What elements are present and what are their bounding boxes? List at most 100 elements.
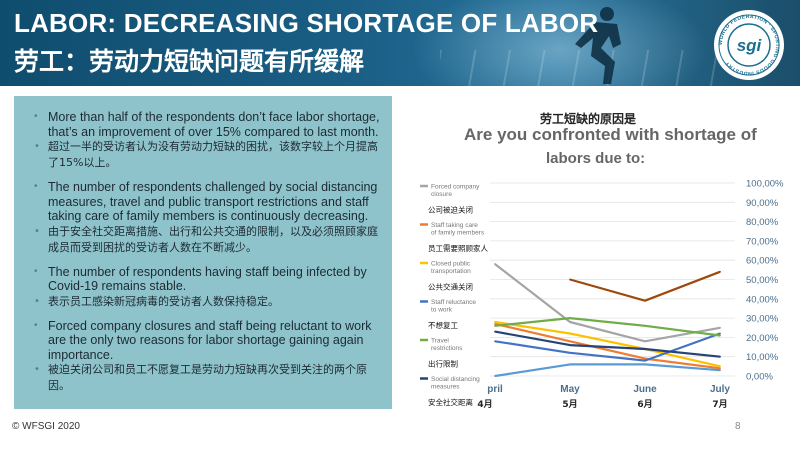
data-point xyxy=(644,348,646,350)
x-tick-label-cn: 7月 xyxy=(712,399,727,410)
x-tick-label-cn: 6月 xyxy=(637,399,652,410)
data-point xyxy=(569,317,571,319)
series-line-4 xyxy=(494,317,721,337)
page-number: 8 xyxy=(735,421,741,432)
sprinter-silhouette-icon xyxy=(575,7,621,84)
series-line-5 xyxy=(494,330,721,358)
data-point xyxy=(719,326,721,329)
legend-label-en: Social distancing xyxy=(431,376,480,383)
legend-label-cn: 公共交通关闭 xyxy=(428,282,473,292)
logo-text: sgi xyxy=(737,36,763,55)
legend-label-en: Forced company xyxy=(431,184,480,191)
y-tick-label: 20,00% xyxy=(746,333,779,344)
y-tick-label: 90,00% xyxy=(746,198,779,209)
running-track-texture xyxy=(440,50,740,86)
data-point xyxy=(569,344,571,347)
legend-label-cn: 不想复工 xyxy=(428,320,458,330)
data-point xyxy=(644,359,646,362)
y-tick-label: 70,00% xyxy=(746,236,779,247)
data-point xyxy=(569,340,571,343)
y-tick-label: 40,00% xyxy=(746,294,779,305)
data-point xyxy=(569,321,571,323)
y-tick-label: 100,00% xyxy=(746,179,784,190)
data-point xyxy=(719,365,721,368)
x-axis-ticks: pril 4月 May 5月 June 6月 July 7月 xyxy=(477,384,730,410)
legend-label-en: closure xyxy=(431,191,452,198)
legend-label-en: Staff taking care xyxy=(431,222,478,229)
chart-title-en-line2: labors due to: xyxy=(546,150,646,167)
y-tick-label: 50,00% xyxy=(746,275,779,286)
data-point xyxy=(644,363,646,366)
x-tick-label: May xyxy=(560,384,580,395)
bullet-en-4: Forced company closures and staff being … xyxy=(34,319,384,363)
slide-title-en: LABOR: DECREASING SHORTAGE OF LABOR xyxy=(14,8,599,38)
data-point xyxy=(569,278,571,281)
y-tick-label: 60,00% xyxy=(746,256,779,267)
slide-title-cn: 劳工：劳动力短缺问题有所缓解 xyxy=(14,47,365,76)
legend-label-cn: 安全社交距离 xyxy=(428,397,473,407)
series-line-0 xyxy=(494,263,721,343)
data-point xyxy=(719,355,721,358)
y-axis-ticks: 0,00% 10,00% 20,00% 30,00% 40,00% 50,00% 60,00… xyxy=(746,179,784,383)
data-point xyxy=(494,321,496,323)
bullet-cn-4: 被迫关闭公司和员工不愿复工是劳动力短缺再次受到关注的两个原因。 xyxy=(34,362,384,394)
data-point xyxy=(569,332,571,335)
series-line-3 xyxy=(494,332,721,362)
y-tick-label: 30,00% xyxy=(746,314,779,325)
data-point xyxy=(644,324,646,327)
legend-label-en: measures xyxy=(431,384,460,391)
series-line-6 xyxy=(569,270,721,302)
bullet-en-3: The number of respondents having staff b… xyxy=(34,265,384,294)
legend-label-cn: 出行限制 xyxy=(428,359,458,369)
data-point xyxy=(644,357,646,360)
data-point xyxy=(719,334,721,337)
bullet-en-2: The number of respondents challenged by … xyxy=(34,180,384,224)
data-point xyxy=(494,322,496,325)
series-line-1 xyxy=(494,322,721,370)
bullet-cn-2: 由于安全社交距离措施、出行和公共交通的限制，以及必须照顾家庭成员而受到困扰的受访… xyxy=(34,224,384,256)
x-tick-label-cn: 4月 xyxy=(477,399,492,410)
legend-label-en: transportation xyxy=(431,268,471,275)
series-line-2 xyxy=(494,320,721,368)
legend-label-en: restrictions xyxy=(431,345,463,352)
legend-label-en: to work xyxy=(431,307,453,314)
series-line-7 xyxy=(494,363,721,378)
bullet-cn-3: 表示员工感染新冠病毒的受访者人数保持稳定。 xyxy=(34,294,384,310)
data-point xyxy=(569,363,571,366)
y-tick-label: 0,00% xyxy=(746,372,773,383)
legend-label-en: Closed public xyxy=(431,261,471,268)
copyright-text: © WFSGI 2020 xyxy=(12,421,80,432)
bullet-list: More than half of the respondents don’t … xyxy=(34,110,384,394)
data-point xyxy=(644,299,646,302)
y-tick-label: 80,00% xyxy=(746,217,779,228)
y-tick-label: 10,00% xyxy=(746,352,779,363)
bullet-en-1: More than half of the respondents don’t … xyxy=(34,110,384,139)
data-point xyxy=(494,330,496,333)
data-point xyxy=(644,340,646,343)
banner-glow xyxy=(410,0,710,86)
data-point xyxy=(719,367,721,370)
summary-panel: More than half of the respondents don’t … xyxy=(14,96,392,409)
chart-title-en-line1: Are you confronted with shortage of xyxy=(464,125,757,144)
bullet-cn-1: 超过一半的受访者认为没有劳动力短缺的困扰，该数字较上个月提高了15%以上。 xyxy=(34,139,384,171)
legend-label-en: Travel xyxy=(431,338,449,345)
legend-label-cn: 员工需要照顾家人 xyxy=(428,243,488,253)
data-point xyxy=(494,340,496,343)
x-tick-label: July xyxy=(710,384,730,395)
data-point xyxy=(494,324,496,327)
title-banner: LABOR: DECREASING SHORTAGE OF LABOR 劳工：劳… xyxy=(0,0,800,86)
wfsgi-logo-icon: WORLD FEDERATION · SPORTING GOODS INDUST… xyxy=(714,10,784,80)
labor-shortage-line-chart: 0,00% 10,00% 20,00% 30,00% 40,00% 50,00% 60,00… xyxy=(420,179,784,410)
data-point xyxy=(569,351,571,354)
data-point xyxy=(719,332,721,335)
data-point xyxy=(494,375,496,377)
chart-title-cn: 劳工短缺的原因是 xyxy=(540,112,637,126)
x-tick-label: pril xyxy=(487,384,503,395)
series-lines xyxy=(494,263,721,378)
x-tick-label-cn: 5月 xyxy=(562,399,577,410)
legend-label-en: Staff reluctance xyxy=(431,299,476,306)
x-tick-label: June xyxy=(633,384,657,395)
data-point xyxy=(719,369,721,372)
legend-label-cn: 公司被迫关闭 xyxy=(428,205,473,215)
legend-label-en: of family members xyxy=(431,230,485,237)
